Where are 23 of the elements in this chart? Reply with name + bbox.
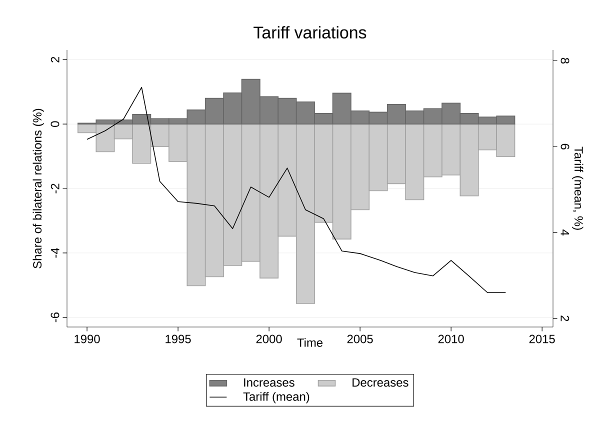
x-tick-label: 2010 — [438, 334, 464, 344]
x-axis-title: Time — [297, 338, 323, 347]
y-tick-label: 2 — [50, 56, 60, 62]
y2-axis-title: Tariff (mean, %) — [572, 146, 584, 230]
x-tick-label: 2015 — [529, 334, 555, 344]
x-tick-label: 2005 — [347, 334, 373, 344]
y-tick-label: 0 — [50, 121, 60, 127]
y2-tick-label: 8 — [560, 58, 570, 64]
y2-tick-label: 2 — [560, 316, 570, 322]
legend-label: Increases — [244, 378, 294, 387]
y2-tick-label: 4 — [560, 229, 569, 236]
y2-tick-label: 6 — [560, 144, 570, 150]
x-tick-label: 1995 — [166, 334, 191, 344]
legend-label: Decreases — [352, 378, 408, 387]
y-tick-label: -4 — [51, 248, 60, 258]
chart-title: Tariff variations — [254, 26, 366, 39]
legend-label: Tariff (mean) — [243, 392, 310, 404]
x-tick-label: 2000 — [256, 334, 282, 344]
line-series — [86, 86, 506, 294]
y-axis-title: Share of bilateral relations (%) — [32, 108, 44, 268]
y-tick-label: -2 — [50, 184, 60, 194]
y-tick-label: -6 — [50, 312, 60, 322]
x-tick-label: 1990 — [74, 334, 100, 344]
